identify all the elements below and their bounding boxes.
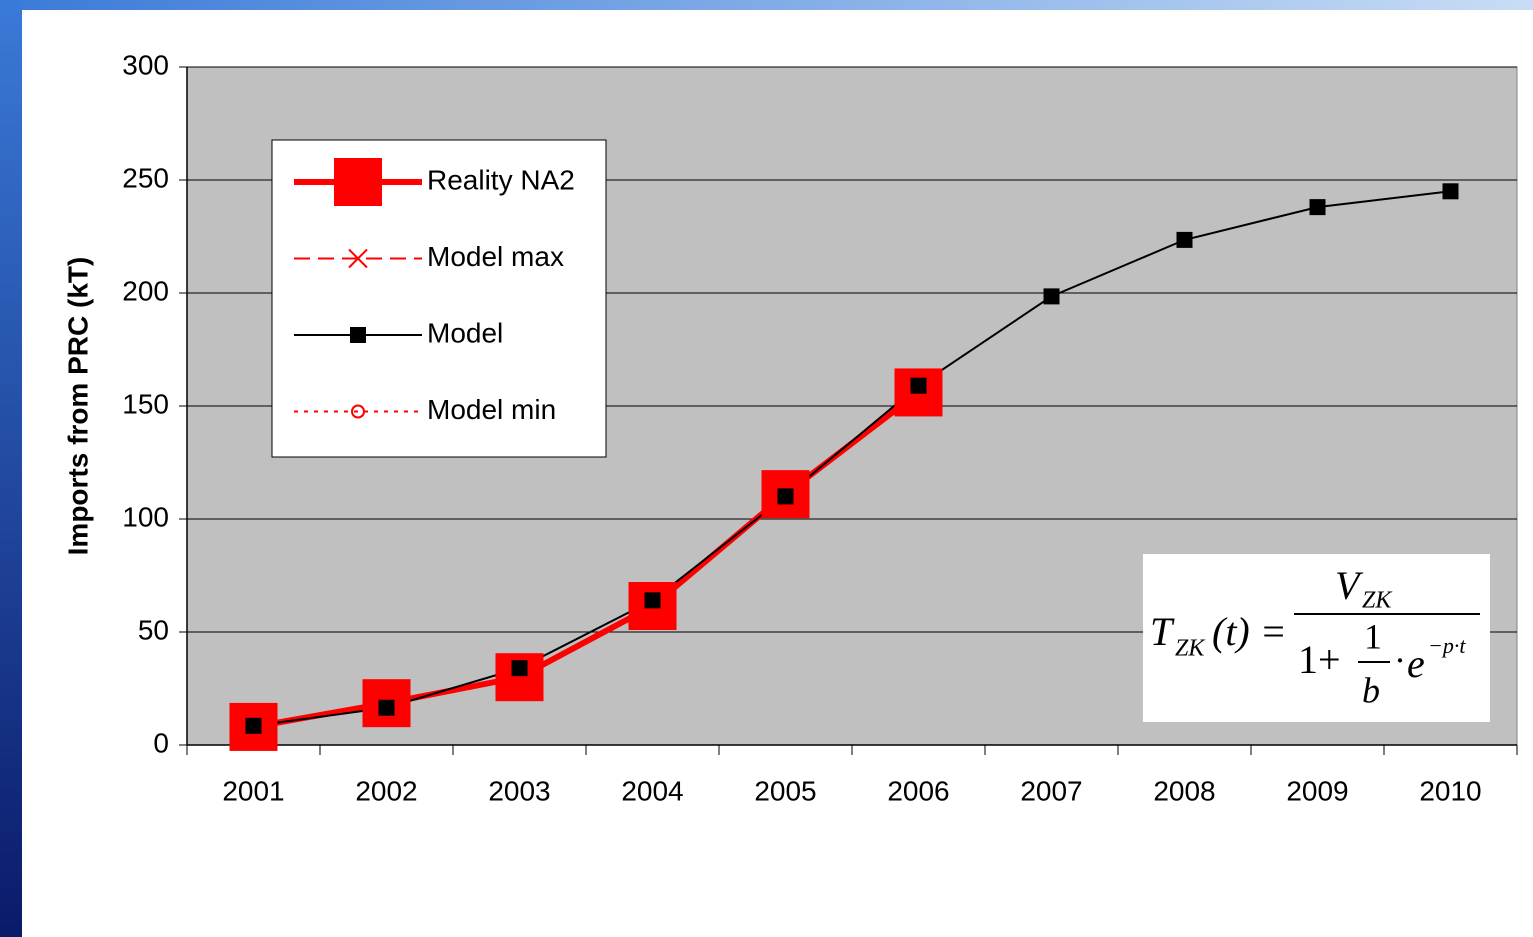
formula-box (1143, 554, 1490, 722)
legend-label: Reality NA2 (427, 164, 575, 195)
formula: V (1335, 563, 1364, 608)
y-tick-label: 200 (122, 275, 169, 306)
formula: −p·t (1428, 633, 1466, 658)
marker (245, 717, 262, 734)
x-tick-label: 2006 (887, 775, 949, 806)
y-tick-label: 250 (122, 162, 169, 193)
marker (1309, 199, 1326, 216)
marker (1043, 288, 1060, 305)
formula: · (1394, 640, 1406, 680)
y-tick-label: 0 (153, 727, 169, 758)
formula: ZK (1362, 588, 1393, 614)
marker (511, 660, 528, 677)
legend-label: Model min (427, 394, 556, 425)
legend-label: Model (427, 317, 503, 348)
formula: e (1407, 641, 1425, 686)
y-tick-label: 100 (122, 501, 169, 532)
marker (1176, 231, 1193, 248)
marker (1442, 183, 1459, 200)
y-tick-label: 150 (122, 388, 169, 419)
legend-label: Model max (427, 241, 564, 272)
formula: T (1150, 609, 1175, 654)
x-tick-label: 2001 (222, 775, 284, 806)
y-tick-label: 50 (138, 614, 169, 645)
x-tick-label: 2004 (621, 775, 683, 806)
x-tick-label: 2007 (1020, 775, 1082, 806)
x-tick-label: 2008 (1153, 775, 1215, 806)
top-band (0, 0, 1533, 10)
marker (334, 158, 382, 206)
x-tick-label: 2002 (355, 775, 417, 806)
x-tick-label: 2009 (1286, 775, 1348, 806)
y-tick-label: 300 (122, 49, 169, 80)
x-tick-label: 2003 (488, 775, 550, 806)
formula: 1 (1364, 616, 1382, 656)
marker (348, 248, 368, 269)
x-tick-label: 2005 (754, 775, 816, 806)
marker (910, 377, 927, 394)
marker (644, 592, 661, 609)
formula: 1+ (1298, 637, 1341, 682)
formula: (t) = (1212, 609, 1287, 654)
legend-box (271, 139, 607, 458)
formula: ZK (1175, 636, 1206, 662)
marker (777, 488, 794, 505)
marker (350, 327, 366, 343)
x-tick-label: 2010 (1419, 775, 1481, 806)
marker (378, 699, 395, 716)
y-axis-label: Imports from PRC (kT) (62, 257, 93, 556)
marker (351, 404, 365, 419)
left-band (0, 0, 22, 937)
formula: b (1362, 670, 1380, 710)
series-line (253, 190, 1451, 727)
